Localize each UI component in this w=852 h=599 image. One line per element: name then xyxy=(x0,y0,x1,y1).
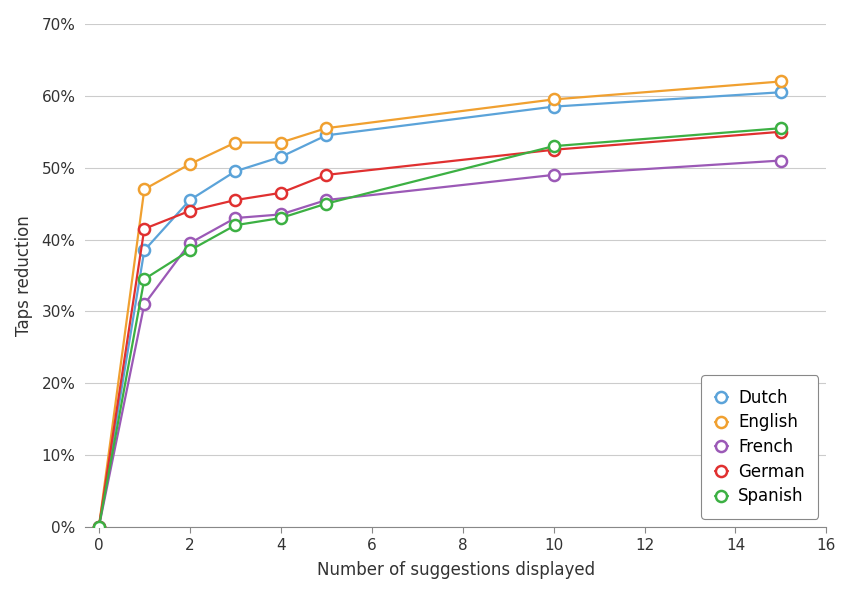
Dutch xyxy=(230,168,240,175)
French xyxy=(139,301,149,308)
Dutch xyxy=(321,132,331,139)
X-axis label: Number of suggestions displayed: Number of suggestions displayed xyxy=(317,561,595,579)
Dutch xyxy=(94,524,104,531)
French xyxy=(776,157,786,164)
Dutch xyxy=(776,89,786,96)
French xyxy=(321,196,331,204)
English xyxy=(94,524,104,531)
German xyxy=(321,171,331,179)
French xyxy=(549,171,559,179)
French xyxy=(276,211,286,218)
Y-axis label: Taps reduction: Taps reduction xyxy=(15,215,33,336)
Spanish xyxy=(321,200,331,207)
French xyxy=(230,214,240,222)
Spanish xyxy=(776,125,786,132)
English xyxy=(776,78,786,85)
Spanish xyxy=(230,222,240,229)
German xyxy=(185,207,195,214)
English xyxy=(185,161,195,168)
German xyxy=(139,225,149,232)
French xyxy=(185,240,195,247)
Spanish xyxy=(139,276,149,283)
Line: Dutch: Dutch xyxy=(93,87,786,533)
English xyxy=(276,139,286,146)
German xyxy=(276,189,286,196)
Dutch xyxy=(276,153,286,161)
English xyxy=(230,139,240,146)
Spanish xyxy=(94,524,104,531)
Spanish xyxy=(185,247,195,254)
English xyxy=(139,186,149,193)
Legend: Dutch, English, French, German, Spanish: Dutch, English, French, German, Spanish xyxy=(701,376,818,519)
Spanish xyxy=(549,143,559,150)
German xyxy=(230,196,240,204)
Dutch xyxy=(549,103,559,110)
German xyxy=(549,146,559,153)
Line: German: German xyxy=(93,126,786,533)
Line: English: English xyxy=(93,76,786,533)
English xyxy=(321,125,331,132)
Line: French: French xyxy=(93,155,786,533)
Line: Spanish: Spanish xyxy=(93,123,786,533)
Spanish xyxy=(276,214,286,222)
German xyxy=(94,524,104,531)
Dutch xyxy=(185,196,195,204)
English xyxy=(549,96,559,103)
French xyxy=(94,524,104,531)
German xyxy=(776,128,786,135)
Dutch xyxy=(139,247,149,254)
